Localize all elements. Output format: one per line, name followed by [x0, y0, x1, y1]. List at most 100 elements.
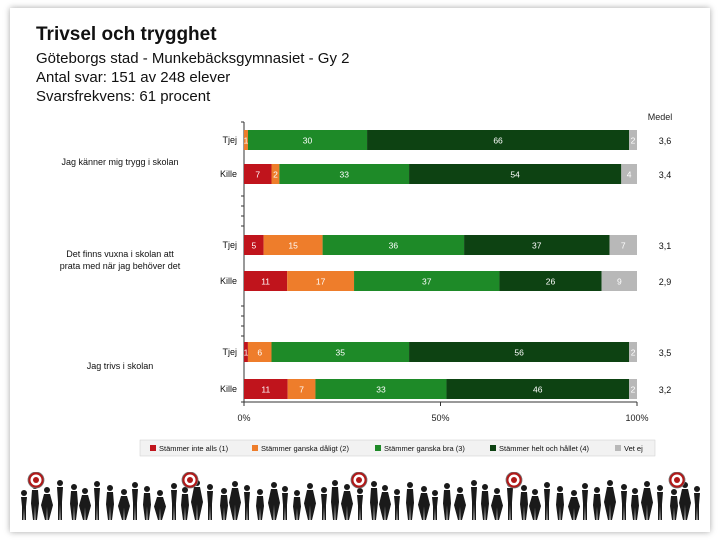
person-silhouette-icon [132, 482, 138, 520]
bar-segment [315, 379, 447, 399]
data-label: 6 [257, 348, 262, 358]
page-title: Trivsel och trygghet [36, 24, 217, 45]
bar-segment [409, 342, 630, 362]
person-silhouette-icon [79, 488, 91, 520]
person-silhouette-icon [394, 489, 400, 520]
person-silhouette-icon [220, 488, 228, 520]
bar-segment [629, 379, 637, 399]
person-silhouette-icon [341, 484, 353, 520]
person-silhouette-icon [582, 483, 588, 520]
legend-box [139, 439, 656, 457]
school-subtitle: Göteborgs stad - Munkebäcksgymnasiet - G… [36, 50, 350, 67]
mean-header: Medel [648, 112, 673, 122]
bar-segment [609, 235, 637, 255]
question-label: Jag känner mig trygg i skolan [61, 157, 178, 167]
group-label: Kille [220, 276, 237, 286]
bar-segment [271, 342, 410, 362]
mean-value: 2,9 [659, 277, 672, 287]
people-silhouette-banner [21, 472, 700, 520]
person-silhouette-icon [641, 481, 653, 520]
data-label: 2 [631, 136, 636, 146]
data-label: 54 [510, 170, 520, 180]
person-silhouette-icon [70, 484, 78, 520]
data-label: 15 [288, 241, 298, 251]
person-silhouette-icon [282, 486, 288, 520]
data-label: 11 [261, 277, 270, 287]
bar-segment [244, 342, 248, 362]
bar-segment [354, 271, 500, 291]
bar-segment [464, 235, 610, 255]
data-label: 2 [631, 385, 636, 395]
person-silhouette-icon [171, 483, 177, 520]
person-silhouette-icon [568, 490, 580, 520]
bar-segment [279, 164, 410, 184]
bar-segment [244, 130, 248, 150]
mean-value: 3,1 [659, 241, 672, 251]
person-silhouette-icon [94, 481, 100, 520]
person-silhouette-icon [520, 485, 528, 520]
group-label: Tjej [222, 135, 237, 145]
person-silhouette-icon [471, 480, 477, 520]
person-silhouette-icon [357, 488, 363, 520]
question-label: Jag trivs i skolan [87, 361, 154, 371]
person-silhouette-icon [118, 489, 130, 520]
data-label: 66 [493, 136, 503, 146]
person-silhouette-icon [544, 482, 550, 520]
person-silhouette-icon [331, 480, 339, 520]
data-label: 33 [376, 385, 386, 395]
data-label: 1 [244, 136, 249, 146]
data-label: 36 [389, 241, 399, 251]
bar-segment [247, 342, 272, 362]
person-silhouette-icon [268, 482, 280, 520]
data-label: 7 [621, 241, 626, 251]
bar-segment [367, 130, 630, 150]
person-silhouette-icon [604, 480, 616, 520]
legend-swatch [252, 445, 258, 451]
mean-value: 3,2 [659, 385, 672, 395]
person-silhouette-icon [443, 483, 451, 520]
data-label: 2 [273, 170, 278, 180]
legend-label: Stämmer ganska dåligt (2) [261, 444, 349, 453]
data-label: 35 [336, 348, 346, 358]
person-silhouette-icon [181, 487, 189, 520]
person-silhouette-icon [321, 487, 327, 520]
legend-swatch [615, 445, 621, 451]
legend-swatch [150, 445, 156, 451]
legend-label: Stämmer ganska bra (3) [384, 444, 465, 453]
data-label: 1 [244, 348, 249, 358]
person-silhouette-icon [491, 488, 503, 520]
legend-swatch [490, 445, 496, 451]
bar-segment [247, 130, 368, 150]
response-count: Antal svar: 151 av 248 elever [36, 69, 231, 86]
group-label: Tjej [222, 347, 237, 357]
person-silhouette-icon [304, 483, 316, 520]
person-silhouette-icon [379, 485, 391, 520]
data-label: 30 [303, 136, 313, 146]
data-label: 17 [316, 277, 326, 287]
person-silhouette-icon [670, 489, 678, 520]
person-silhouette-icon [454, 487, 466, 520]
legend-label: Vet ej [624, 444, 643, 453]
bar-segment [287, 379, 316, 399]
bar-segment [244, 164, 272, 184]
response-rate: Svarsfrekvens: 61 procent [36, 88, 211, 105]
bar-segment [629, 342, 637, 362]
target-icon [350, 472, 368, 489]
bar-segment [244, 379, 288, 399]
bar-segment [446, 379, 630, 399]
bar-segment [271, 164, 280, 184]
bar-segment [629, 130, 637, 150]
person-silhouette-icon [21, 490, 27, 520]
legend-swatch [375, 445, 381, 451]
person-silhouette-icon [106, 485, 114, 520]
mean-value: 3,6 [659, 136, 672, 146]
person-silhouette-icon [31, 483, 39, 520]
target-icon [181, 472, 199, 489]
bar-segment [244, 271, 288, 291]
data-label: 7 [255, 170, 260, 180]
question-label: Det finns vuxna i skolan att [66, 249, 174, 259]
person-silhouette-icon [418, 486, 430, 520]
data-label: 4 [627, 170, 632, 180]
target-icon [668, 472, 686, 489]
